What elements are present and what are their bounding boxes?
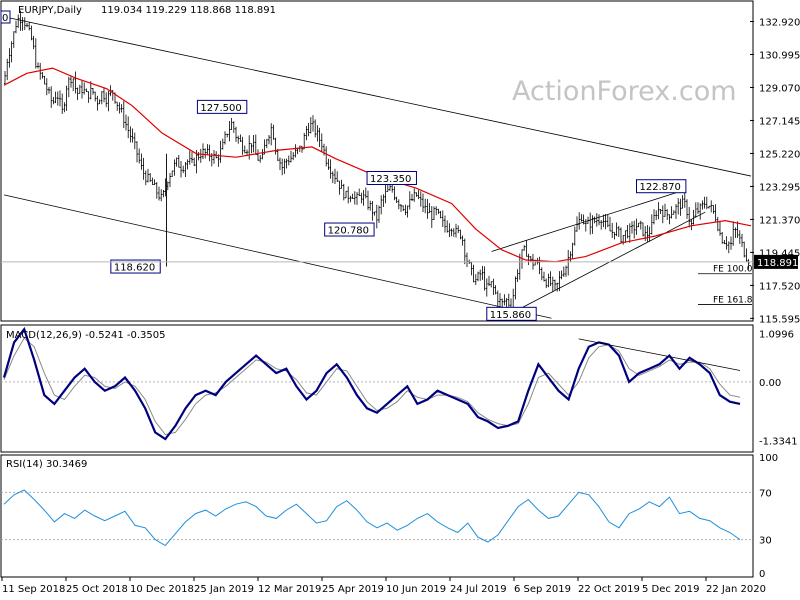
price-tick-label: 127.145	[759, 116, 800, 127]
price-annotation-box	[196, 99, 248, 114]
price-annotation-label: 122.870	[639, 182, 680, 193]
price-annotation-label: 127.500	[200, 103, 241, 114]
price-tick-label: 125.220	[759, 149, 800, 160]
rsi-tick-label: 100	[759, 453, 778, 464]
macd-title: MACD(12,26,9) -0.5241 -0.3505	[6, 330, 166, 341]
price-annotation-box	[635, 179, 687, 194]
price-tick-label: 121.370	[759, 215, 800, 226]
date-tick-label: 25 Apr 2019	[322, 584, 384, 595]
current-price-label: 118.891	[757, 258, 798, 269]
macd-panel-frame	[0, 324, 754, 453]
date-tick-label: 10 Jun 2019	[386, 584, 446, 595]
price-annotation-label: 115.860	[490, 310, 531, 321]
rsi-plot: 100 70 30 0	[1, 453, 778, 580]
date-tick-label: 5 Dec 2019	[642, 584, 700, 595]
ohlc-values: 119.034 119.229 118.868 118.891	[101, 5, 276, 16]
price-bars	[4, 10, 750, 318]
date-tick-label: 24 Jul 2019	[450, 584, 507, 595]
macd-tick-label: 0.00	[759, 378, 781, 389]
rsi-tick-label: 30	[759, 536, 772, 547]
price-tick-label: 123.295	[759, 182, 800, 193]
price-annotation-box	[110, 259, 161, 274]
price-annotation-label: 123.350	[370, 174, 411, 185]
price-tick-label: 130.995	[759, 50, 800, 61]
macd-signal-line	[3, 337, 741, 436]
date-tick-label: 22 Oct 2019	[578, 584, 640, 595]
date-tick-label: 10 Dec 2018	[130, 584, 194, 595]
price-tick-label: 115.595	[759, 314, 800, 325]
price-annotation-box	[486, 306, 537, 321]
macd-line	[2, 326, 741, 441]
watermark-text: ActionForex.com	[512, 76, 737, 107]
macd-tick-label: 1.0996	[759, 330, 794, 341]
price-tick-label: 129.070	[759, 83, 800, 94]
fibonacci-level-label: FE 100.0	[713, 265, 753, 275]
price-annotation-label: 118.620	[114, 263, 155, 274]
rsi-line	[3, 489, 741, 547]
date-tick-label: 25 Oct 2018	[66, 584, 128, 595]
symbol-label: EURJPY,Daily	[18, 5, 82, 16]
trend-line	[3, 194, 552, 319]
price-annotation-box	[324, 222, 375, 237]
price-tick-label: 132.920	[759, 18, 800, 29]
rsi-title: RSI(14) 30.3469	[6, 459, 87, 470]
macd-trend-line	[578, 338, 741, 371]
macd-tick-label: -1.3341	[759, 437, 798, 448]
price-tick-label: 117.520	[759, 281, 800, 292]
date-tick-label: 22 Jan 2020	[706, 584, 766, 595]
rsi-tick-label: 70	[759, 488, 772, 499]
price-annotation-box	[366, 170, 417, 185]
rsi-tick-label: 0	[759, 569, 765, 580]
date-tick-label: 12 Mar 2019	[258, 584, 321, 595]
corner-badge: 0	[2, 13, 8, 24]
date-tick-label: 11 Sep 2018	[2, 584, 65, 595]
trend-line	[511, 211, 706, 314]
price-tick-label: 119.445	[759, 248, 800, 259]
trend-line	[3, 16, 752, 177]
date-axis: 11 Sep 2018 25 Oct 2018 10 Dec 2018 25 Jan …	[1, 577, 766, 595]
current-price-box	[754, 254, 798, 269]
date-tick-label: 6 Sep 2019	[514, 584, 571, 595]
date-tick-label: 25 Jan 2019	[194, 584, 254, 595]
fibonacci-level-label: FE 161.8	[713, 296, 753, 306]
corner-badge-box	[0, 10, 11, 24]
price-annotations: 127.500 118.620 123.350 120.780 115.860 122.8…	[110, 99, 753, 321]
price-axis: 132.920 130.995 129.070 127.145 125.220 123.2…	[1, 18, 800, 325]
macd-plot: 1.0996 0.00 -1.3341	[1, 326, 798, 448]
price-annotation-label: 120.780	[328, 226, 369, 237]
